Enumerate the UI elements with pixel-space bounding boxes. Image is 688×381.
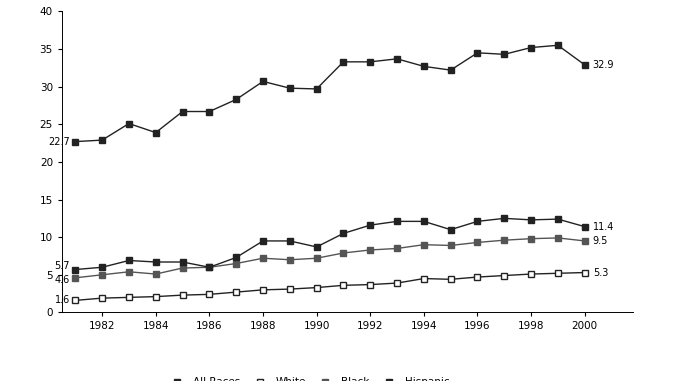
Text: 5.3: 5.3 xyxy=(593,267,608,277)
Text: 4.6: 4.6 xyxy=(55,275,70,285)
Text: 32.9: 32.9 xyxy=(593,60,614,70)
Text: 11.4: 11.4 xyxy=(593,222,614,232)
Text: 1.6: 1.6 xyxy=(55,295,70,306)
Text: 22.7: 22.7 xyxy=(48,137,70,147)
Text: 5.7: 5.7 xyxy=(54,261,70,271)
Text: 9.5: 9.5 xyxy=(593,236,608,246)
Legend: All Races, White, Black, Hispanic: All Races, White, Black, Hispanic xyxy=(161,373,453,381)
